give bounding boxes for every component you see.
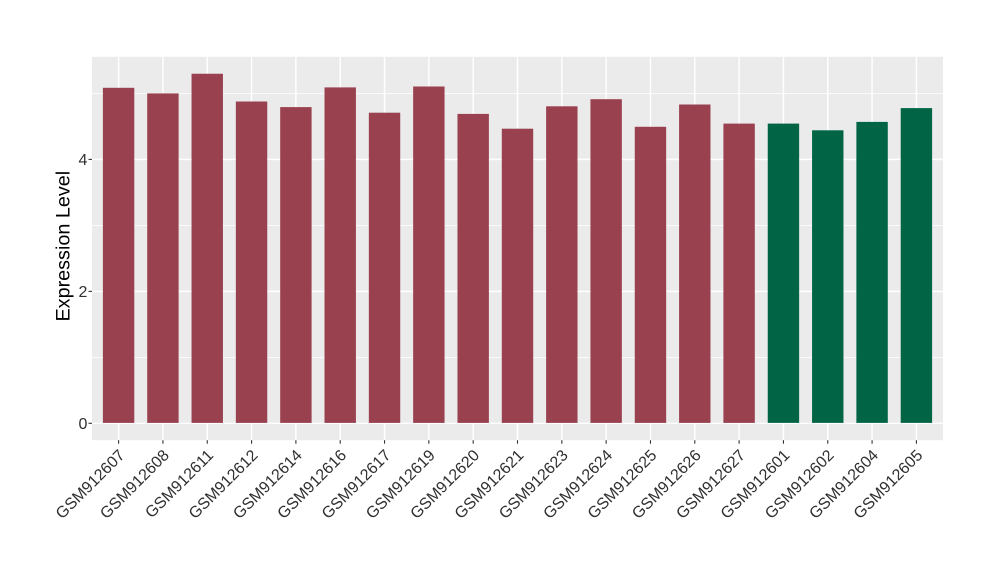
svg-text:4: 4 (78, 152, 87, 169)
svg-text:Expression Level: Expression Level (53, 171, 75, 322)
svg-text:0: 0 (78, 416, 87, 433)
svg-text:2: 2 (78, 284, 87, 301)
